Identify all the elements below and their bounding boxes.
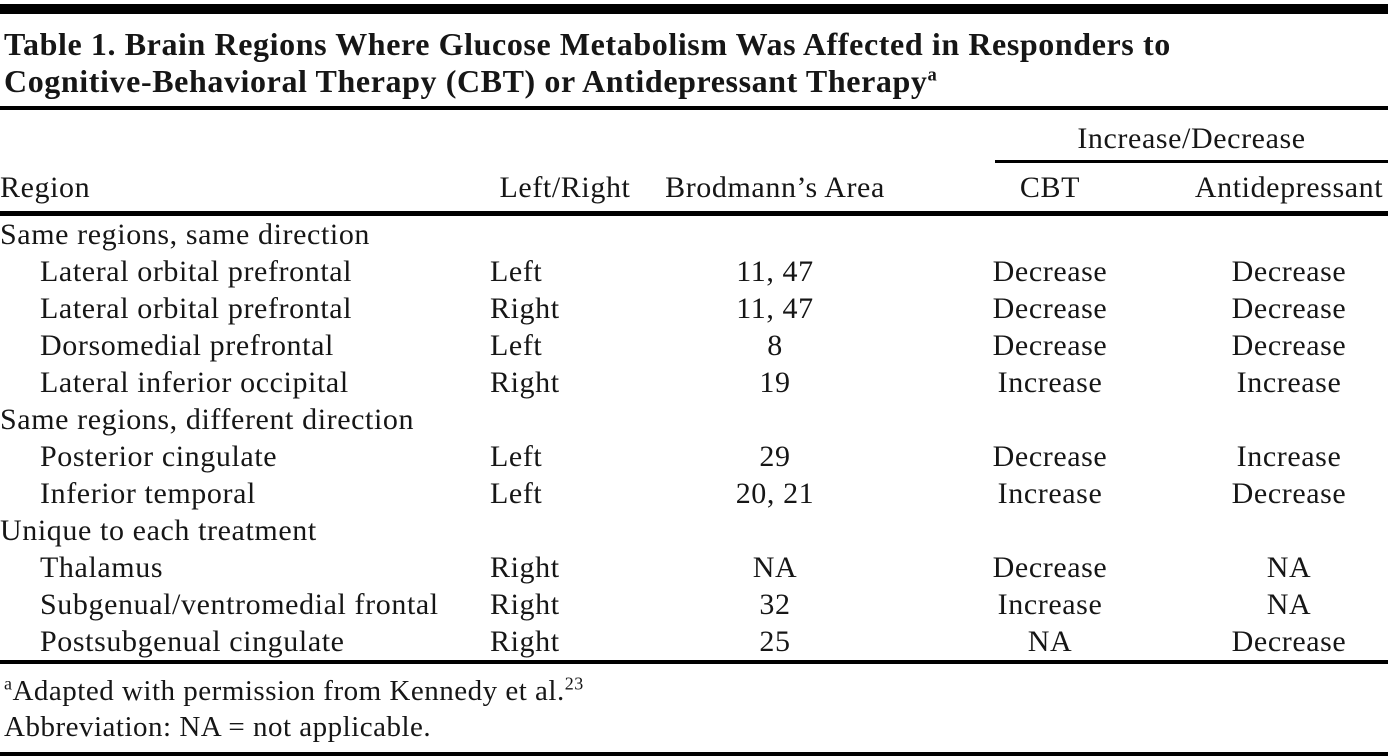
table-row: Subgenual/ventromedial frontal Right 32 …: [0, 586, 1388, 623]
footnote-text: Abbreviation: NA = not applicable.: [4, 711, 432, 743]
cell-left-right: Right: [490, 366, 560, 399]
cell-cbt: Decrease: [992, 440, 1108, 473]
cell-brodmann: 11, 47: [736, 292, 814, 325]
cell-antidepressant: Increase: [1236, 440, 1342, 473]
cell-left-right: Left: [490, 477, 543, 510]
cell-left-right: Left: [490, 255, 543, 288]
footnote-marker: a: [4, 673, 13, 694]
cell-brodmann: NA: [752, 551, 798, 584]
cell-region: Inferior temporal: [40, 477, 256, 510]
cell-antidepressant: Decrease: [1231, 477, 1347, 510]
cell-brodmann: 25: [640, 623, 910, 664]
group-row: Unique to each treatment: [0, 512, 1388, 549]
table-row: Posterior cingulate Left 29 Decrease Inc…: [0, 438, 1388, 475]
cell-region: Thalamus: [40, 551, 164, 584]
title-footnote-marker: a: [927, 64, 938, 86]
cell-cbt: Decrease: [992, 255, 1108, 288]
cell-region: Lateral orbital prefrontal: [40, 255, 353, 288]
column-header-left-right: Left/Right: [490, 163, 640, 216]
footnote-text: Adapted with permission from Kennedy et …: [12, 675, 565, 707]
group-row: Same regions, different direction: [0, 401, 1388, 438]
data-table: Increase/Decrease Region Left/Right Brod…: [0, 110, 1388, 664]
title-divider-rule: [0, 106, 1388, 110]
cell-region: Dorsomedial prefrontal: [40, 329, 334, 362]
cell-left-right: Right: [490, 588, 560, 621]
column-header-brodmann: Brodmann’s Area: [640, 163, 910, 216]
cell-brodmann: 29: [759, 440, 791, 473]
spanner-row: Increase/Decrease: [0, 110, 1388, 163]
cell-cbt: Decrease: [992, 292, 1108, 325]
cell-region: Lateral inferior occipital: [40, 366, 349, 399]
cell-antidepressant: NA: [1266, 588, 1312, 621]
column-header-cbt: CBT: [910, 163, 1190, 216]
cell-cbt: Decrease: [992, 551, 1108, 584]
table-title-line1: Table 1. Brain Regions Where Glucose Met…: [4, 26, 1171, 62]
cell-region: Lateral orbital prefrontal: [40, 292, 353, 325]
cell-antidepressant: Decrease: [1231, 255, 1347, 288]
table-header: Increase/Decrease Region Left/Right Brod…: [0, 110, 1388, 216]
cell-left-right: Right: [490, 292, 560, 325]
cell-left-right: Left: [490, 329, 543, 362]
table-row: Inferior temporal Left 20, 21 Increase D…: [0, 475, 1388, 512]
cell-cbt: Increase: [997, 477, 1103, 510]
cell-brodmann: 32: [759, 588, 791, 621]
cell-region: Posterior cingulate: [40, 440, 278, 473]
cell-cbt: Increase: [997, 588, 1103, 621]
footnote-reference-number: 23: [564, 673, 584, 694]
cell-left-right: Left: [490, 440, 543, 473]
table-row: Postsubgenual cingulate Right 25 NA Decr…: [0, 623, 1388, 664]
cell-antidepressant: NA: [1266, 551, 1312, 584]
cell-brodmann: 11, 47: [736, 255, 814, 288]
cell-brodmann: 19: [759, 366, 791, 399]
group-label: Same regions, different direction: [0, 403, 415, 436]
table-footnotes: aAdapted with permission from Kennedy et…: [0, 673, 1388, 745]
table-row: Lateral orbital prefrontal Right 11, 47 …: [0, 290, 1388, 327]
cell-left-right: Right: [490, 551, 560, 584]
table-row: Thalamus Right NA Decrease NA: [0, 549, 1388, 586]
cell-cbt: Increase: [997, 366, 1103, 399]
cell-antidepressant: Increase: [1236, 366, 1342, 399]
group-label: Same regions, same direction: [0, 218, 371, 251]
cell-brodmann: 20, 21: [735, 477, 815, 510]
column-header-region: Region: [0, 163, 490, 216]
table-row: Dorsomedial prefrontal Left 8 Decrease D…: [0, 327, 1388, 364]
group-row: Same regions, same direction: [0, 214, 1388, 254]
footnote-adapted: aAdapted with permission from Kennedy et…: [4, 673, 1388, 709]
table-body: Same regions, same direction Lateral orb…: [0, 214, 1388, 664]
footnote-abbreviation: Abbreviation: NA = not applicable.: [4, 709, 1388, 745]
column-header-antidepressant: Antidepressant: [1190, 163, 1388, 216]
top-rule: [0, 4, 1388, 14]
cell-region: Postsubgenual cingulate: [0, 623, 490, 664]
cell-region: Subgenual/ventromedial frontal: [40, 588, 439, 621]
cell-brodmann: 8: [767, 329, 783, 362]
spanner-label: Increase/Decrease: [995, 110, 1388, 163]
table-row: Lateral orbital prefrontal Left 11, 47 D…: [0, 253, 1388, 290]
cell-antidepressant: Decrease: [1190, 623, 1388, 664]
table-row: Lateral inferior occipital Right 19 Incr…: [0, 364, 1388, 401]
table-title-line2: Cognitive-Behavioral Therapy (CBT) or An…: [4, 63, 1384, 100]
spanner-cell: Increase/Decrease: [910, 110, 1388, 163]
cell-left-right: Right: [490, 623, 640, 664]
cell-antidepressant: Decrease: [1231, 329, 1347, 362]
spanner-empty-cell: [0, 110, 910, 163]
cell-cbt: Decrease: [992, 329, 1108, 362]
bottom-rule: [0, 752, 1388, 756]
cell-antidepressant: Decrease: [1231, 292, 1347, 325]
paper-table-figure: Table 1. Brain Regions Where Glucose Met…: [0, 4, 1388, 756]
table-title-line2-text: Cognitive-Behavioral Therapy (CBT) or An…: [4, 63, 928, 99]
cell-cbt: NA: [910, 623, 1190, 664]
column-header-row: Region Left/Right Brodmann’s Area CBT An…: [0, 163, 1388, 216]
group-label: Unique to each treatment: [0, 514, 317, 547]
table-title: Table 1. Brain Regions Where Glucose Met…: [4, 26, 1384, 100]
